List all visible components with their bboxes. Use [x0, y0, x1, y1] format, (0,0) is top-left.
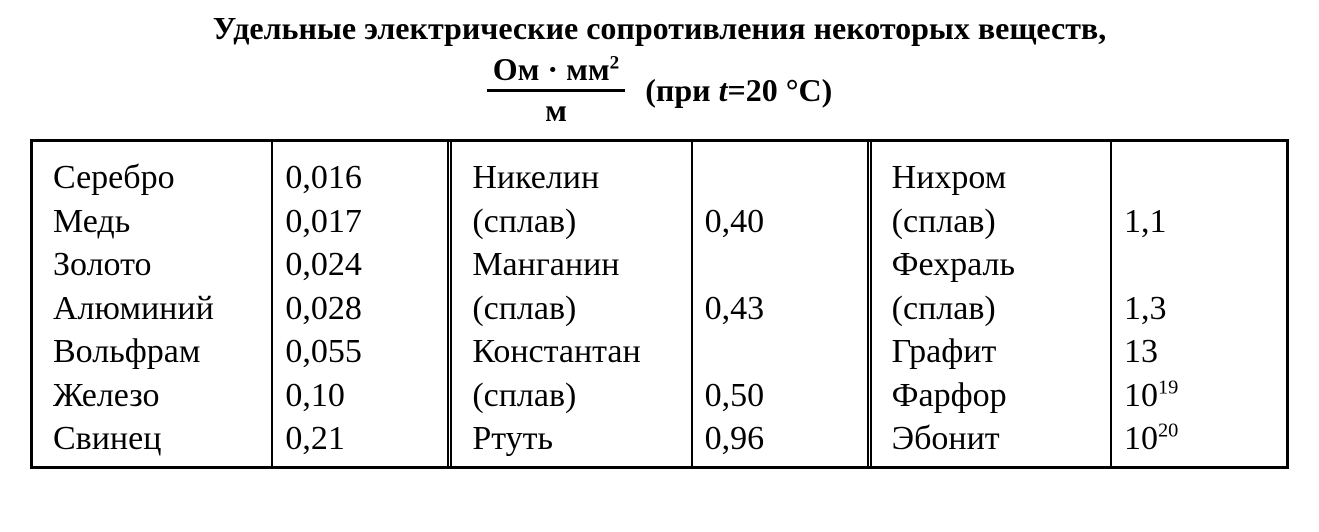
material-name: Эбонит [892, 417, 1096, 461]
resistivity-value: 1,3 [1124, 287, 1274, 331]
page-root: Удельные электрические сопротивления нек… [0, 0, 1319, 532]
material-name: Фарфор [892, 374, 1096, 418]
material-name: Ртуть [472, 417, 676, 461]
resistivity-value: 0,43 [705, 287, 855, 331]
column-group-2: Нихром(сплав)Фехраль(сплав)ГрафитФарфорЭ… [867, 142, 1286, 466]
material-name-column: Нихром(сплав)Фехраль(сплав)ГрафитФарфорЭ… [872, 142, 1112, 466]
caption-line1: Удельные электрические сопротивления нек… [30, 10, 1289, 47]
value-column: 01,101,31310191020 [1112, 142, 1286, 466]
material-name: Серебро [53, 156, 257, 200]
resistivity-value: 0,016 [285, 156, 435, 200]
material-name: (сплав) [472, 374, 676, 418]
material-name: Золото [53, 243, 257, 287]
value-base: 10 [1124, 420, 1158, 457]
unit-numerator: Ом · мм2 [487, 53, 626, 92]
resistivity-value: 0,10 [285, 374, 435, 418]
value-column: 0,0160,0170,0240,0280,0550,100,21 [273, 142, 447, 466]
material-name: Фехраль [892, 243, 1096, 287]
material-name: Константан [472, 330, 676, 374]
resistivity-value: 0 [705, 243, 855, 287]
resistivity-value: 0 [705, 156, 855, 200]
resistivity-value: 1020 [1124, 417, 1274, 461]
material-name: Свинец [53, 417, 257, 461]
resistivity-value: 13 [1124, 330, 1274, 374]
unit-numerator-exp: 2 [610, 52, 620, 73]
material-name: Манганин [472, 243, 676, 287]
resistivity-value: 0 [1124, 243, 1274, 287]
unit-numerator-text: Ом · мм [493, 51, 610, 87]
resistivity-value: 0,017 [285, 200, 435, 244]
resistivity-value: 0,50 [705, 374, 855, 418]
unit-fraction: Ом · мм2 м [487, 53, 626, 127]
material-name: Нихром [892, 156, 1096, 200]
material-name: (сплав) [472, 287, 676, 331]
value-column: 00,4000,4300,500,96 [693, 142, 867, 466]
resistivity-value: 1,1 [1124, 200, 1274, 244]
resistivity-value: 0,028 [285, 287, 435, 331]
material-name-column: СереброМедьЗолотоАлюминийВольфрамЖелезоС… [33, 142, 273, 466]
resistivity-value: 0,21 [285, 417, 435, 461]
value-exponent: 20 [1158, 420, 1178, 442]
resistivity-table: СереброМедьЗолотоАлюминийВольфрамЖелезоС… [30, 139, 1289, 469]
material-name: Медь [53, 200, 257, 244]
material-name: (сплав) [892, 287, 1096, 331]
resistivity-value: 0,96 [705, 417, 855, 461]
table-caption: Удельные электрические сопротивления нек… [30, 10, 1289, 127]
resistivity-value: 1019 [1124, 374, 1274, 418]
column-group-1: Никелин(сплав)Манганин(сплав)Константан(… [447, 142, 866, 466]
material-name: Алюминий [53, 287, 257, 331]
material-name: Вольфрам [53, 330, 257, 374]
resistivity-value: 0 [1124, 156, 1274, 200]
resistivity-value: 0 [705, 330, 855, 374]
resistivity-value: 0,40 [705, 200, 855, 244]
unit-denominator: м [487, 92, 626, 128]
condition-prefix: (при [645, 72, 718, 108]
material-name-column: Никелин(сплав)Манганин(сплав)Константан(… [452, 142, 692, 466]
material-name: (сплав) [472, 200, 676, 244]
resistivity-value: 0,055 [285, 330, 435, 374]
material-name: Никелин [472, 156, 676, 200]
column-group-0: СереброМедьЗолотоАлюминийВольфрамЖелезоС… [33, 142, 447, 466]
value-base: 10 [1124, 377, 1158, 414]
material-name: Графит [892, 330, 1096, 374]
condition-text: (при t=20 °C) [645, 72, 832, 109]
material-name: (сплав) [892, 200, 1096, 244]
resistivity-value: 0,024 [285, 243, 435, 287]
value-exponent: 19 [1158, 376, 1178, 398]
material-name: Железо [53, 374, 257, 418]
condition-suffix: =20 °C) [727, 72, 832, 108]
caption-line2: Ом · мм2 м (при t=20 °C) [487, 53, 833, 127]
